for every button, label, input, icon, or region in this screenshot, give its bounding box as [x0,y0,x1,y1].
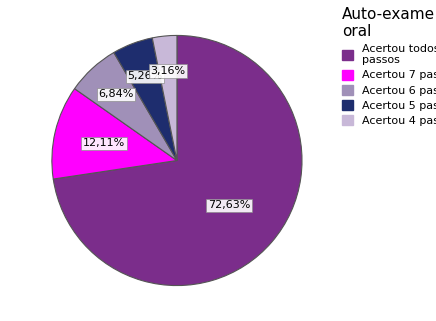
Wedge shape [114,38,177,160]
Text: 72,63%: 72,63% [208,200,250,210]
Wedge shape [75,53,177,160]
Text: 6,84%: 6,84% [98,89,134,99]
Wedge shape [53,35,302,286]
Text: 5,26%: 5,26% [127,71,163,81]
Text: 12,11%: 12,11% [83,138,125,148]
Text: 3,16%: 3,16% [150,66,186,76]
Wedge shape [52,89,177,179]
Wedge shape [152,35,177,160]
Legend: Acertou todos os
passos, Acertou 7 passos, Acertou 6 passos, Acertou 5 passos, A: Acertou todos os passos, Acertou 7 passo… [339,4,436,129]
